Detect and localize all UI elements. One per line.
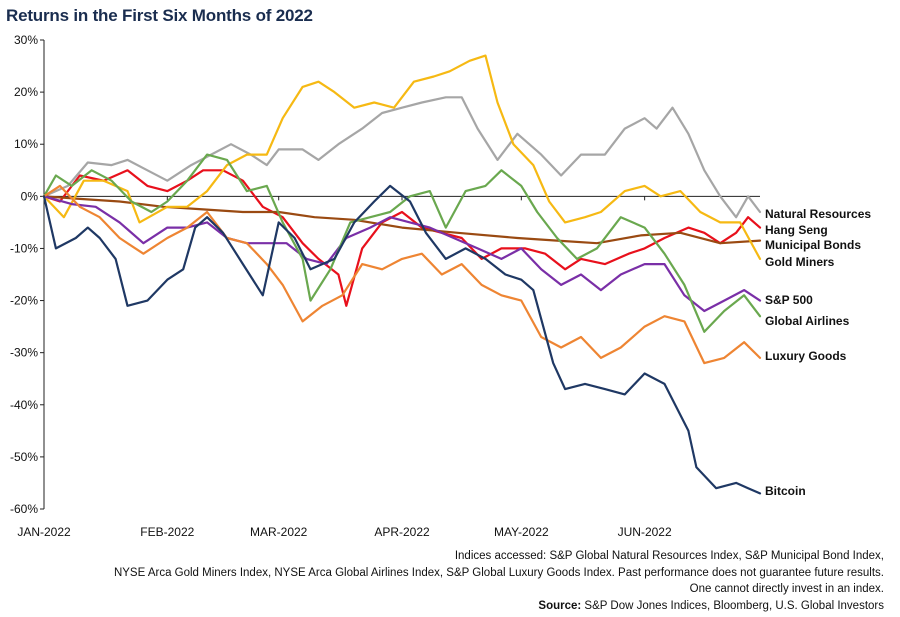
series-lines [42,54,762,495]
series-label-global-airlines: Global Airlines [765,314,850,328]
series-line-luxury-goods [42,184,762,365]
y-tick-label: 10% [14,137,38,151]
y-tick-label: -60% [10,502,38,516]
series-line-global-airlines [42,153,762,333]
series-label-municipal-bonds: Municipal Bonds [765,238,861,252]
x-tick-label: MAY-2022 [494,525,549,539]
x-tick-label: JAN-2022 [17,525,71,539]
series-label-natural-resources: Natural Resources [765,207,871,221]
series-label-bitcoin: Bitcoin [765,484,806,498]
y-tick-label: -50% [10,450,38,464]
series-line-gold-miners [42,54,762,260]
y-tick-label: -40% [10,398,38,412]
series-line-natural-resources [42,96,762,219]
series-line-hang-seng [42,169,762,307]
series-label-gold-miners: Gold Miners [765,255,835,269]
series-label-s-p-500: S&P 500 [765,293,813,307]
series-line-bitcoin [42,184,762,495]
source-label: Source: [538,599,582,612]
series-line-s-p-500 [42,195,762,313]
x-tick-label: MAR-2022 [250,525,308,539]
footnote-line-1: Indices accessed: S&P Global Natural Res… [454,550,884,562]
axes: 30% 20% 10% 0% -10% -20% -30% -40% -50% -60% JAN-2… [10,33,760,539]
footnote-line-2: NYSE Arca Gold Miners Index, NYSE Arca G… [113,566,884,579]
y-tick-label: 20% [14,85,38,99]
source-text: S&P Dow Jones Indices, Bloomberg, U.S. G… [581,599,884,612]
x-tick-label: JUN-2022 [618,525,672,539]
line-chart: 30% 20% 10% 0% -10% -20% -30% -40% -50% -60% JAN-2… [10,33,871,539]
x-tick-label: FEB-2022 [140,525,194,539]
footnote-line-3: One cannot directly invest in an index. [689,583,884,595]
y-tick-label: -30% [10,346,38,360]
y-tick-label: 30% [14,33,38,47]
source-line: Source: S&P Dow Jones Indices, Bloomberg… [4,598,884,615]
series-label-hang-seng: Hang Seng [765,223,828,237]
y-tick-label: -20% [10,294,38,308]
series-label-luxury-goods: Luxury Goods [765,349,847,363]
footnote: Indices accessed: S&P Global Natural Res… [4,548,884,614]
y-tick-label: -10% [10,241,38,255]
y-tick-label: 0% [21,189,39,203]
x-tick-label: APR-2022 [374,525,430,539]
chart-title: Returns in the First Six Months of 2022 [6,6,313,25]
